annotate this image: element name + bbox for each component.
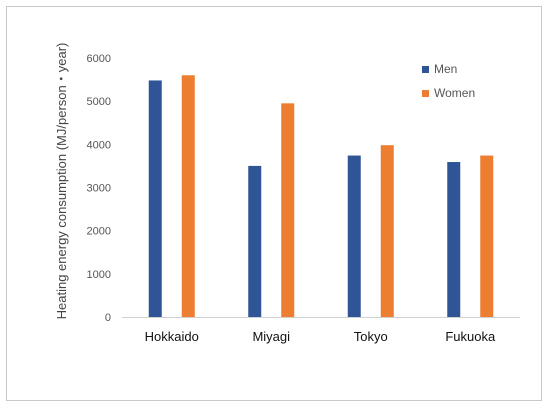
x-tick-label: Fukuoka: [445, 329, 496, 344]
legend: Men Women: [422, 62, 475, 100]
bar-men-miyagi: [248, 165, 262, 317]
bars: [148, 75, 494, 318]
y-tick-label: 1000: [87, 269, 111, 281]
bar-women-miyagi: [281, 103, 295, 317]
bar-women-fukuoka: [480, 155, 494, 317]
category-labels: Hokkaido Miyagi Tokyo Fukuoka: [145, 329, 496, 344]
x-tick-label: Hokkaido: [145, 329, 199, 344]
bar-men-fukuoka: [447, 162, 461, 317]
x-tick-label: Tokyo: [354, 329, 388, 344]
y-axis-ticks: 0 1000 2000 3000 4000 5000 6000: [87, 53, 111, 324]
legend-label-men: Men: [434, 62, 457, 76]
legend-swatch-women: [422, 90, 429, 97]
y-tick-label: 4000: [87, 139, 111, 151]
legend-label-women: Women: [434, 86, 475, 100]
y-tick-label: 0: [105, 312, 111, 324]
y-axis-label: Heating energy consumption (MJ/person・ye…: [54, 43, 69, 320]
y-tick-label: 5000: [87, 96, 111, 108]
bar-men-tokyo: [347, 155, 361, 317]
x-tick-label: Miyagi: [252, 329, 290, 344]
y-tick-label: 6000: [87, 53, 111, 65]
y-tick-label: 3000: [87, 183, 111, 195]
legend-swatch-men: [422, 66, 429, 73]
bar-women-tokyo: [380, 145, 394, 317]
bar-women-hokkaido: [181, 75, 195, 318]
y-tick-label: 2000: [87, 226, 111, 238]
bar-men-hokkaido: [148, 80, 162, 318]
